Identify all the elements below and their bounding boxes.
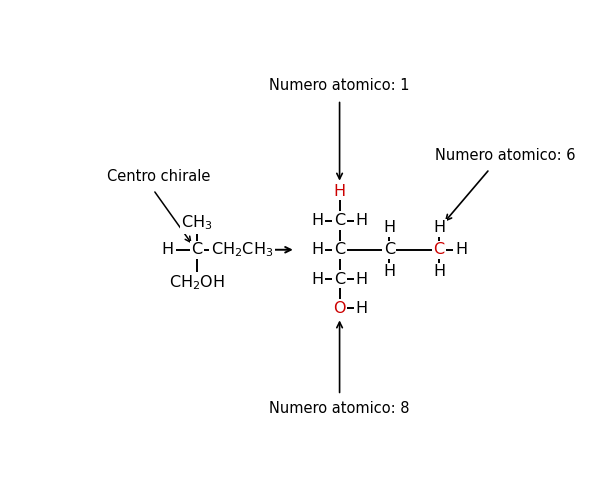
Text: C: C: [334, 242, 345, 257]
Text: H: H: [356, 271, 368, 287]
Text: O: O: [333, 301, 346, 316]
Text: C: C: [434, 242, 445, 257]
Text: CH$_2$CH$_3$: CH$_2$CH$_3$: [210, 241, 273, 259]
Text: H: H: [312, 213, 324, 228]
Text: Numero atomico: 6: Numero atomico: 6: [435, 148, 575, 163]
Text: H: H: [356, 213, 368, 228]
Text: H: H: [312, 271, 324, 287]
Text: Numero atomico: 8: Numero atomico: 8: [270, 401, 410, 416]
Text: C: C: [334, 271, 345, 287]
Text: C: C: [384, 242, 395, 257]
Text: C: C: [192, 242, 203, 257]
Text: H: H: [383, 220, 395, 235]
Text: H: H: [383, 264, 395, 279]
Text: CH$_2$OH: CH$_2$OH: [169, 273, 225, 292]
Text: H: H: [312, 242, 324, 257]
Text: H: H: [356, 301, 368, 316]
Text: C: C: [334, 213, 345, 228]
Text: Numero atomico: 1: Numero atomico: 1: [270, 78, 410, 94]
Text: H: H: [334, 184, 346, 199]
Text: CH$_3$: CH$_3$: [181, 214, 213, 232]
Text: H: H: [433, 220, 445, 235]
Text: Centro chirale: Centro chirale: [107, 169, 210, 184]
Text: H: H: [455, 242, 467, 257]
Text: H: H: [433, 264, 445, 279]
Text: H: H: [162, 242, 174, 257]
